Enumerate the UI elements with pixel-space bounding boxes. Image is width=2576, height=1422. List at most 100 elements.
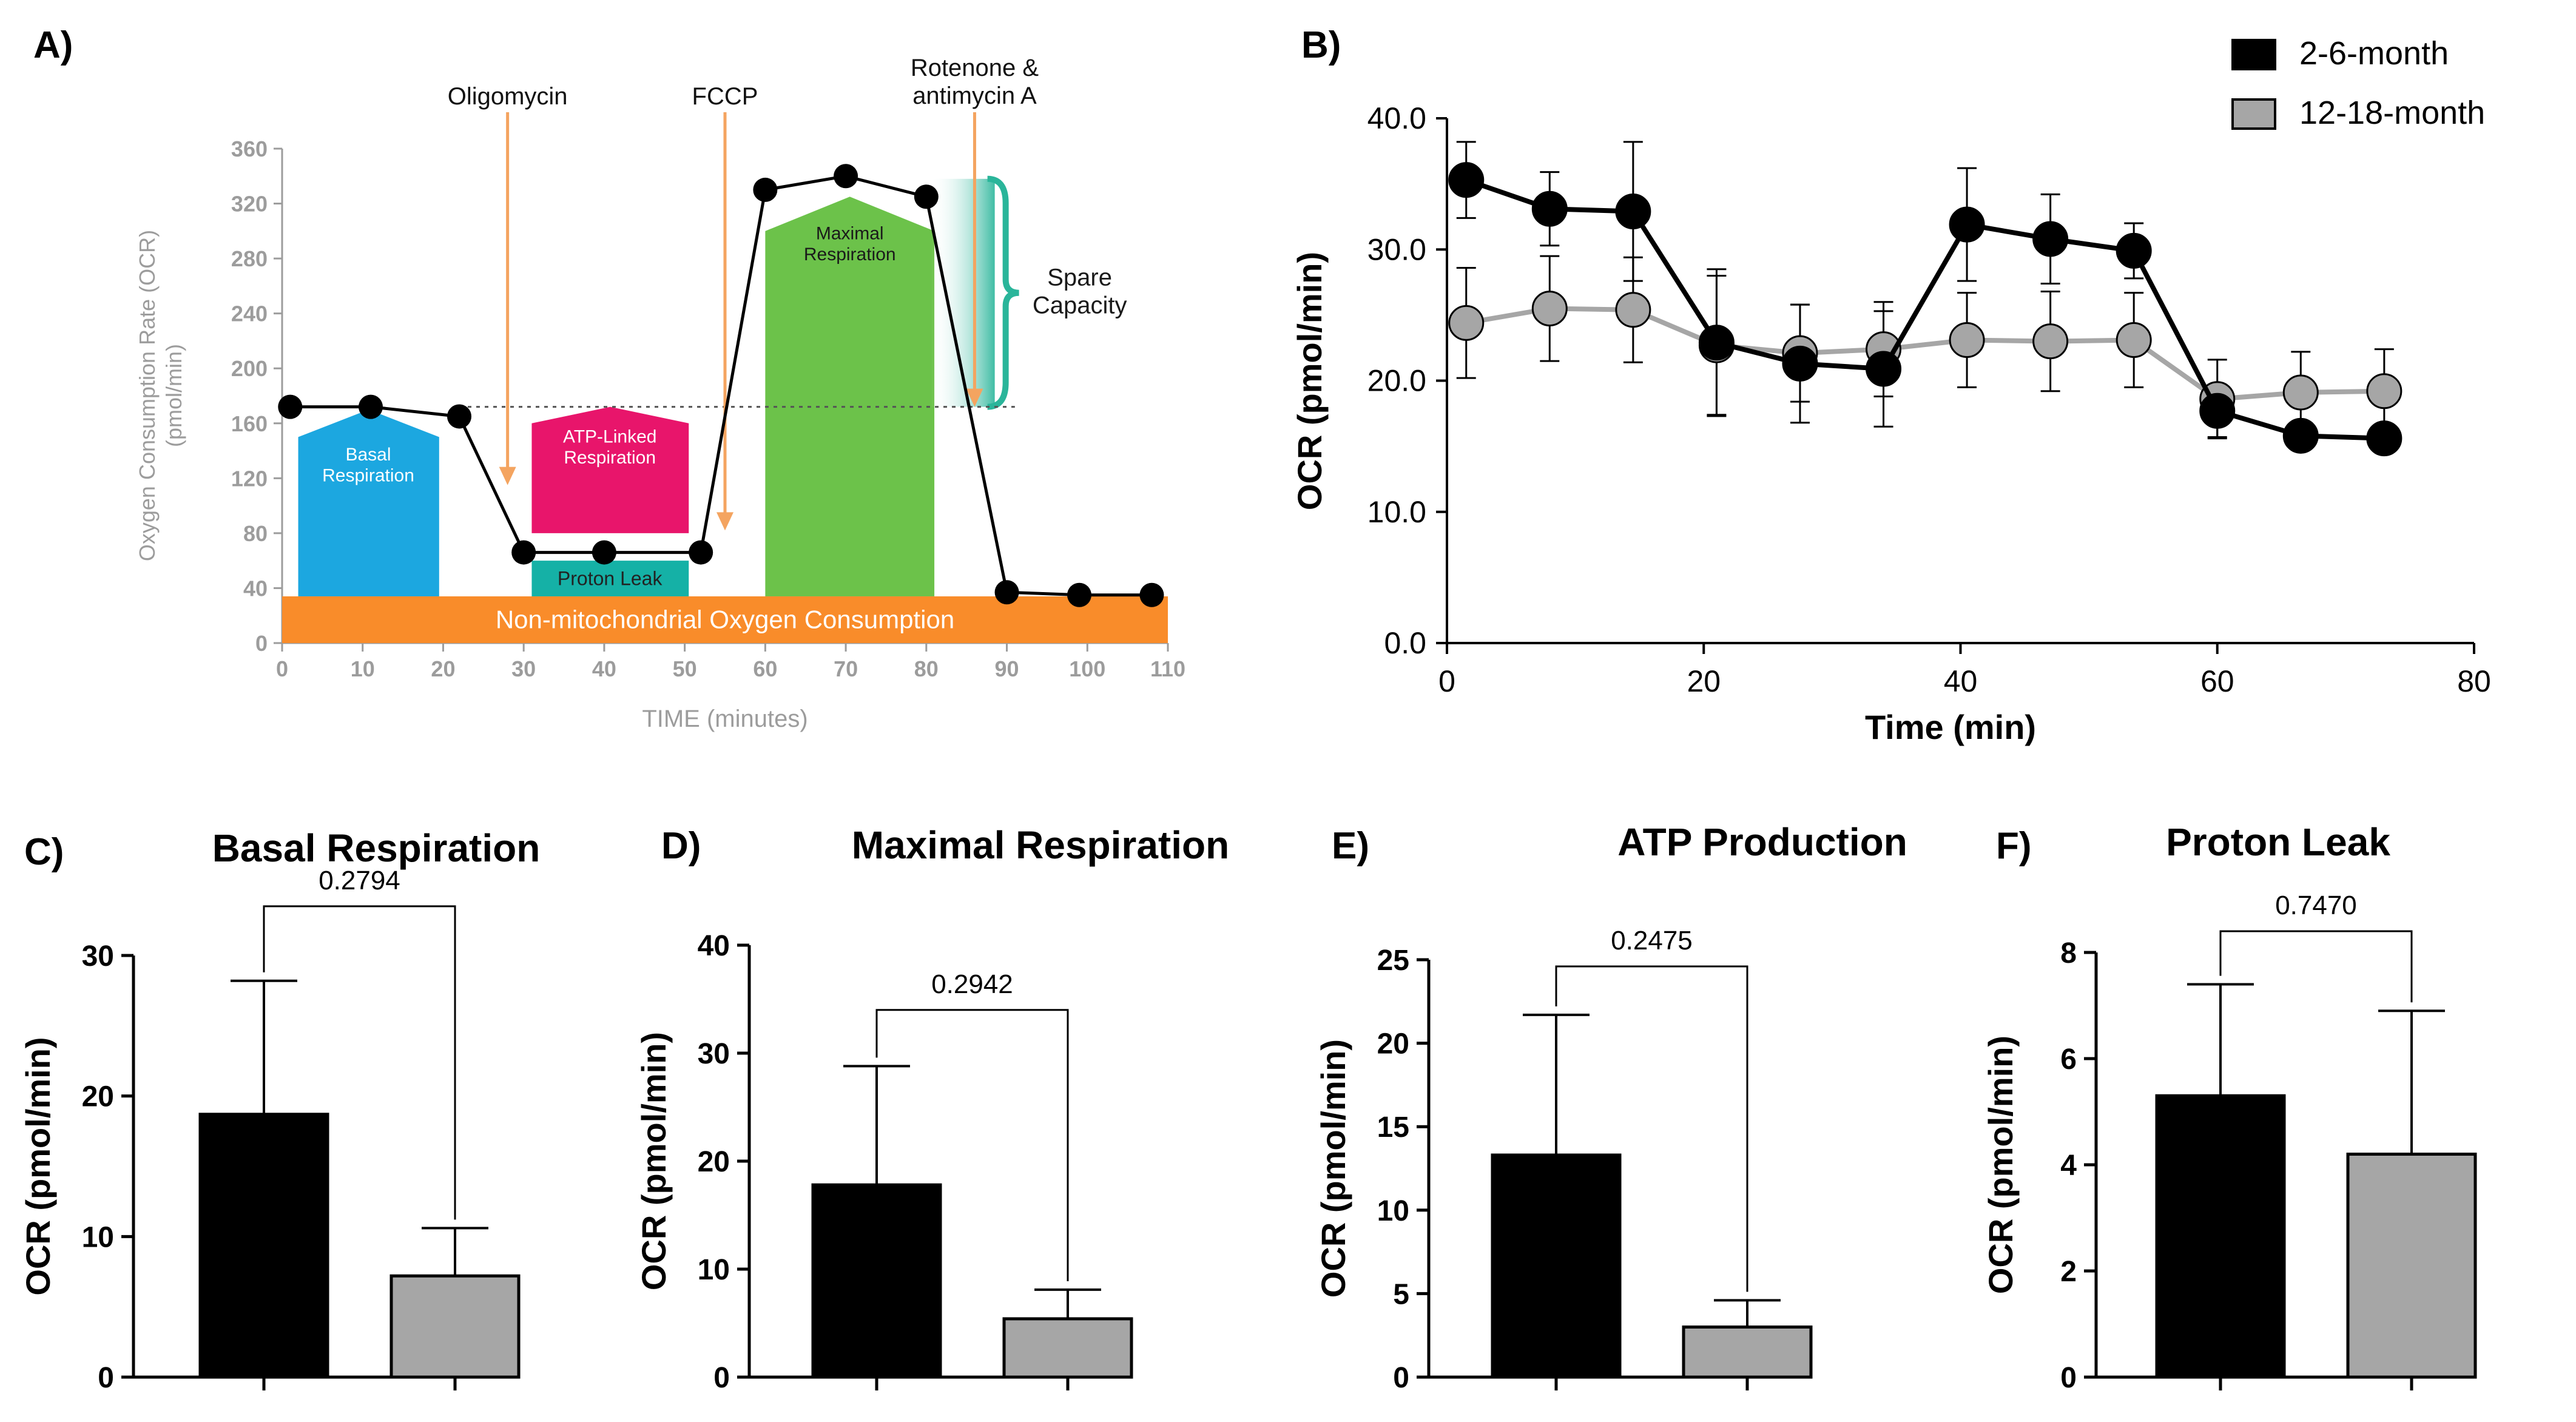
x-tick-label: 80 xyxy=(914,656,939,681)
ocr-data-point xyxy=(511,540,536,565)
x-tick-label: 90 xyxy=(995,656,1019,681)
maximal-region xyxy=(765,197,935,597)
y-tick-label: 0 xyxy=(1393,1362,1409,1394)
chart-title: Proton Leak xyxy=(2166,820,2390,864)
point-12-18-month xyxy=(2366,373,2402,409)
ocr-data-point xyxy=(994,580,1019,605)
basal-label-line: Basal xyxy=(345,445,391,465)
y-tick-label: 0 xyxy=(713,1362,730,1394)
bar-2-6-month xyxy=(2155,1094,2286,1379)
significance-bracket xyxy=(263,905,456,1220)
non-mito-label: Non-mitochondrial Oxygen Consumption xyxy=(496,605,954,634)
panel-e-atp-production-chart: ATP Production 0 5 10 15 20 25 OCR (pmol/min) 0.… xyxy=(1314,820,1907,1394)
y-tick-label: 200 xyxy=(231,356,268,381)
y-tick-label: 0 xyxy=(255,631,268,656)
y-tick-label: 25 xyxy=(1377,945,1409,977)
basal-label-line: Respiration xyxy=(322,465,414,485)
ocr-data-point xyxy=(753,177,778,202)
injection-arrowhead xyxy=(499,467,516,485)
p-value-label: 0.7470 xyxy=(2275,891,2357,920)
panel-f-proton-leak-chart: Proton Leak 0 2 4 6 8 OCR (pmol/min) 0.7470 xyxy=(1981,820,2477,1394)
point-2-6-month xyxy=(1698,325,1735,361)
y-tick-label: 30 xyxy=(698,1038,730,1070)
panel-label-c: C) xyxy=(24,831,64,873)
y-tick-label: 0 xyxy=(98,1362,114,1394)
x-tick-label: 80 xyxy=(2457,664,2491,698)
bar-12-18-month xyxy=(389,1274,521,1379)
point-2-6-month xyxy=(1866,351,1902,387)
spare-capacity-label: Spare Capacity xyxy=(1033,265,1127,319)
atp-linked-label-line: ATP-Linked xyxy=(563,426,657,446)
y-tick-label: 10 xyxy=(1377,1195,1409,1227)
ocr-data-point xyxy=(592,540,616,565)
p-value-label: 0.2794 xyxy=(319,866,400,895)
y-tick-label: 5 xyxy=(1393,1278,1409,1310)
spare-capacity-label-line: Spare xyxy=(1047,265,1112,291)
ocr-data-point xyxy=(689,540,713,565)
panel-label-b: B) xyxy=(1301,24,1341,66)
panel-label-d: D) xyxy=(661,825,701,867)
x-tick-label: 0 xyxy=(1438,664,1455,698)
point-12-18-month xyxy=(2116,322,2152,358)
ocr-data-point xyxy=(1139,582,1164,607)
y-tick-label: 0 xyxy=(2060,1362,2077,1394)
basal-region xyxy=(298,409,439,597)
point-12-18-month xyxy=(1531,291,1568,327)
point-12-18-month xyxy=(2032,323,2069,360)
y-tick-label: 240 xyxy=(231,302,268,326)
y-axis-title: OCR (pmol/min) xyxy=(635,1032,673,1290)
maximal-label-line: Respiration xyxy=(804,244,896,265)
proton-leak-label: Proton Leak xyxy=(558,568,663,590)
x-tick-label: 60 xyxy=(2200,664,2234,698)
spare-capacity-label-line: Capacity xyxy=(1033,292,1127,319)
injection-label: Rotenone & antimycin A xyxy=(911,55,1039,109)
x-tick-label: 40 xyxy=(592,656,616,681)
point-2-6-month xyxy=(1949,206,1985,243)
y-tick-label: 120 xyxy=(231,466,268,491)
panel-a-seahorse-profile: 0 40 80 120 160 200 240 280 320 360 0 10 20 30 40 50 60 7… xyxy=(135,55,1185,732)
atp-linked-label-line: Respiration xyxy=(564,448,656,468)
chart-title: Maximal Respiration xyxy=(852,823,1229,867)
significance-bracket xyxy=(875,1009,1069,1281)
basal-label: Basal Respiration xyxy=(322,445,414,486)
y-tick-label: 320 xyxy=(231,192,268,217)
x-axis-title: TIME (minutes) xyxy=(642,706,808,732)
y-tick-label: 10 xyxy=(82,1221,114,1253)
x-tick-label: 0 xyxy=(276,656,288,681)
point-12-18-month xyxy=(2282,374,2319,411)
ocr-data-point xyxy=(1067,582,1091,607)
atp-linked-region xyxy=(531,406,689,533)
chart-title: ATP Production xyxy=(1617,820,1907,864)
y-axis-title-line: Oxygen Consumption Rate (OCR) xyxy=(135,230,160,561)
y-tick-label: 20 xyxy=(1377,1028,1409,1060)
y-tick-label: 20 xyxy=(82,1081,114,1113)
x-tick-label: 50 xyxy=(673,656,697,681)
bar-12-18-month xyxy=(2346,1153,2477,1379)
significance-bracket xyxy=(1555,965,1748,1292)
y-tick-label: 0.0 xyxy=(1384,626,1426,660)
point-2-6-month xyxy=(1615,194,1651,230)
series-line-12-18-month xyxy=(1466,306,2384,402)
panel-label-e: E) xyxy=(1332,825,1369,867)
y-tick-label: 20.0 xyxy=(1367,364,1426,398)
point-2-6-month xyxy=(2032,221,2069,257)
point-2-6-month xyxy=(1531,190,1568,227)
x-tick-label: 20 xyxy=(431,656,455,681)
y-tick-label: 10 xyxy=(698,1254,730,1286)
y-tick-label: 15 xyxy=(1377,1111,1409,1144)
panel-d-maximal-respiration-chart: Maximal Respiration 0 10 20 30 40 OCR (pmol/mi… xyxy=(635,823,1229,1394)
panel-b-ocr-time-course: 0.0 10.0 20.0 30.0 40.0 0 20 40 60 80 Time (min) OC… xyxy=(1290,35,2491,746)
x-tick-label: 110 xyxy=(1150,656,1185,681)
y-axis-title: OCR (pmol/min) xyxy=(1290,252,1329,510)
x-tick-label: 70 xyxy=(834,656,858,681)
y-tick-label: 360 xyxy=(231,136,268,161)
ocr-data-point xyxy=(278,394,303,419)
bar-2-6-month xyxy=(198,1113,329,1379)
x-axis-title: Time (min) xyxy=(1865,708,2036,746)
p-value-label: 0.2942 xyxy=(931,969,1013,999)
y-axis-title: OCR (pmol/min) xyxy=(19,1037,57,1295)
ocr-data-point xyxy=(359,394,383,419)
point-12-18-month xyxy=(1615,292,1651,328)
point-2-6-month xyxy=(1448,162,1485,198)
bar-2-6-month xyxy=(1491,1153,1622,1379)
